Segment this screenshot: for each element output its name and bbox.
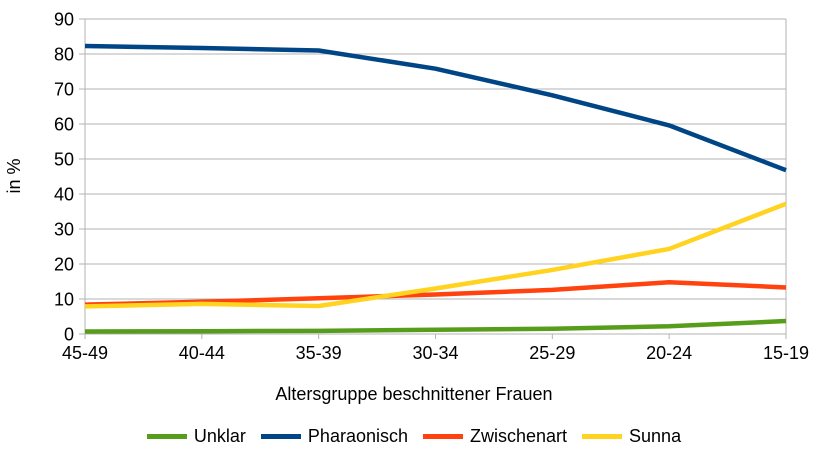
legend-line-swatch — [423, 434, 463, 439]
legend-item-pharaonisch: Pharaonisch — [260, 426, 408, 447]
axis-ticks — [79, 18, 787, 339]
y-tick-label: 50 — [54, 150, 74, 170]
y-tick-label: 0 — [64, 325, 74, 345]
legend-label: Pharaonisch — [307, 426, 408, 446]
x-tick-label: 20-24 — [646, 343, 692, 363]
legend-line-swatch — [582, 434, 623, 439]
gridlines — [85, 18, 786, 335]
y-tick-label: 40 — [54, 185, 74, 205]
legend-label: Zwischenart — [470, 426, 568, 446]
y-tick-label: 20 — [54, 255, 74, 275]
series-line-unklar — [84, 318, 787, 334]
legend-line-swatch — [146, 434, 187, 439]
y-tick-label: 10 — [54, 290, 74, 310]
legend-label: Unklar — [193, 426, 246, 446]
legend-item-unklar: Unklar — [146, 426, 246, 447]
series-line-zwischenart — [84, 279, 787, 307]
x-tick-label: 25-29 — [529, 343, 575, 363]
legend-label: Sunna — [629, 426, 682, 446]
plot-area: 0 10 20 30 40 50 60 70 80 90 45-49 40-44 35-39 30-34 2… — [4, 10, 809, 364]
x-tick-label: 35-39 — [296, 343, 342, 363]
legend-item-zwischenart: Zwischenart — [423, 426, 567, 447]
y-tick-label: 30 — [54, 220, 74, 240]
x-tick-label: 45-49 — [62, 343, 108, 363]
series-line-pharaonisch — [84, 43, 787, 173]
series-line-sunna — [84, 201, 787, 309]
x-axis-title: Altersgruppe beschnittener Frauen — [275, 384, 553, 404]
legend-line-swatch — [260, 434, 301, 439]
y-axis-title: in % — [4, 158, 24, 193]
y-tick-label: 60 — [54, 115, 74, 135]
y-tick-label: 80 — [54, 45, 74, 65]
legend-item-sunna: Sunna — [582, 426, 681, 447]
x-tick-label: 15-19 — [763, 343, 809, 363]
y-tick-label: 90 — [54, 10, 74, 30]
x-tick-label: 30-34 — [412, 343, 458, 363]
legend: Unklar Pharaonisch Zwischenart Sunna — [0, 426, 828, 447]
y-tick-label: 70 — [54, 80, 74, 100]
x-tick-label: 40-44 — [179, 343, 225, 363]
